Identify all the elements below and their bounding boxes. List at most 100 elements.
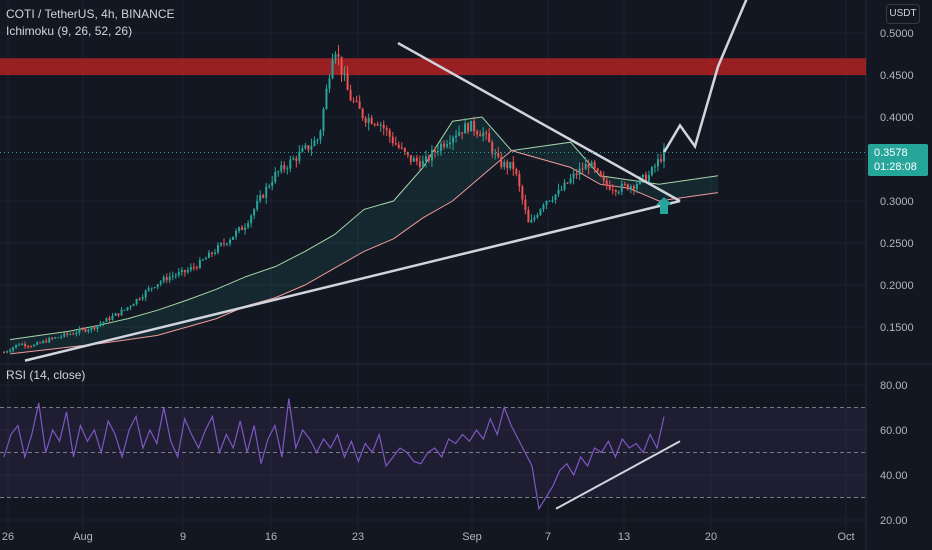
candle-body [27, 346, 30, 348]
ascending-trendline [24, 199, 681, 362]
candle-body [132, 304, 135, 307]
candle-body [129, 306, 132, 308]
candle-body [436, 151, 439, 153]
candle-body [177, 272, 180, 276]
candle-body [24, 343, 27, 347]
candle-body [521, 186, 524, 200]
candle-body [659, 159, 662, 162]
candle-body [84, 329, 87, 332]
candle-body [78, 329, 81, 333]
candle-body [226, 243, 229, 245]
candle-body [81, 329, 84, 331]
rsi-axis-label-1: 60.00 [880, 425, 908, 437]
current-price-tag: 0.3578 01:28:08 [868, 144, 928, 176]
candle-body [198, 259, 201, 269]
candle-body [9, 350, 12, 352]
candle-body [361, 108, 364, 119]
candle-body [602, 176, 605, 181]
candle-body [539, 209, 542, 216]
candle-body [542, 204, 545, 210]
candle-body [295, 158, 298, 161]
candle-body [403, 147, 406, 152]
candle-body [141, 297, 144, 300]
price-axis-label-4: 0.3000 [880, 196, 914, 208]
candle-body [111, 315, 114, 320]
candle-body [262, 195, 265, 198]
candle-body [316, 139, 319, 141]
candle-body [503, 161, 506, 168]
candle-body [430, 150, 433, 161]
candle-body [578, 168, 581, 176]
candle-body [379, 124, 382, 126]
candle-body [186, 269, 189, 273]
candle-body [298, 151, 301, 161]
candle-body [443, 143, 445, 147]
candle-body [346, 73, 349, 91]
candle-body [418, 161, 421, 167]
candle-body [563, 182, 566, 190]
candle-body [322, 108, 325, 132]
candle-body [394, 143, 397, 145]
candle-body [530, 219, 533, 223]
candle-body [108, 318, 111, 320]
candle-body [584, 163, 587, 170]
candle-body [304, 145, 307, 149]
candle-body [36, 342, 39, 345]
candle-body [515, 169, 518, 175]
candle-body [596, 168, 599, 172]
candle-body [427, 156, 430, 161]
candle-body [204, 258, 207, 260]
resistance-zone [0, 58, 866, 75]
candle-body [409, 155, 412, 162]
candle-body [57, 337, 60, 339]
candle-body [256, 200, 259, 210]
candle-body [247, 223, 250, 228]
candle-body [494, 153, 497, 155]
candle-body [325, 88, 328, 109]
candle-body [102, 321, 105, 324]
candle-body [629, 186, 632, 190]
rsi-trendline [555, 440, 681, 510]
candle-body [500, 156, 503, 168]
candle-body [75, 332, 78, 334]
candle-body [289, 159, 292, 169]
candle-body [458, 132, 461, 136]
candle-body [647, 175, 650, 182]
candle-body [313, 140, 316, 147]
candle-body [6, 351, 9, 353]
time-axis-label-4: 23 [352, 531, 364, 543]
candle-body [216, 245, 219, 253]
candle-body [388, 130, 391, 137]
candle-body [319, 131, 322, 140]
time-axis-label-1: Aug [73, 531, 93, 543]
candle-body [174, 275, 177, 277]
candle-body [159, 281, 162, 285]
currency-button[interactable]: USDT [886, 4, 920, 24]
candle-body [235, 231, 238, 237]
candle-body [72, 333, 75, 335]
candle-body [548, 200, 551, 202]
candle-body [277, 171, 280, 173]
candle-body [439, 143, 442, 152]
candle-body [406, 151, 409, 156]
candle-body [66, 333, 69, 335]
price-axis-label-2: 0.4000 [880, 112, 914, 124]
candle-body [464, 123, 467, 134]
candle-body [331, 59, 334, 79]
time-axis-label-6: 7 [545, 531, 551, 543]
candle-body [253, 209, 256, 216]
candle-body [90, 326, 93, 330]
candle-body [271, 182, 274, 186]
candle-body [524, 199, 527, 210]
candle-body [608, 185, 611, 190]
rsi-legend[interactable]: RSI (14, close) [6, 368, 86, 382]
candle-body [391, 136, 394, 144]
time-axis-label-7: 13 [618, 531, 630, 543]
time-axis-label-5: Sep [462, 531, 482, 543]
candle-body [99, 323, 102, 326]
ichimoku-legend[interactable]: Ichimoku (9, 26, 52, 26) [6, 24, 133, 38]
current-price-label: 0.3578 [874, 147, 908, 159]
candle-body [370, 117, 373, 124]
candle-body [165, 277, 168, 281]
